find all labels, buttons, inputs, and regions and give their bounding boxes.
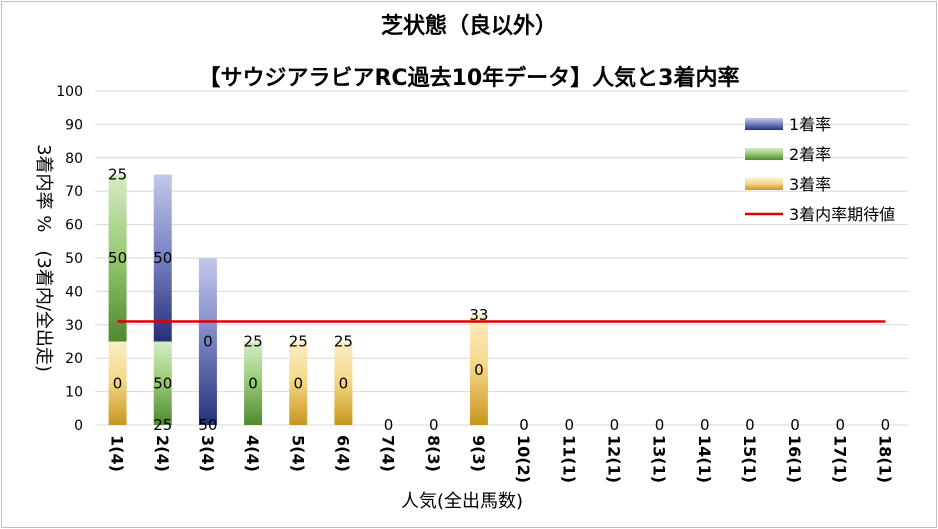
data-label: 0 [203,333,213,351]
x-tick-label: 8(3) [424,435,443,472]
x-tick-label: 14(1) [695,435,714,483]
x-tick-label: 2(4) [153,435,172,472]
data-label: 0 [835,416,845,434]
data-label: 50 [153,249,172,267]
y-tick-label: 90 [65,117,83,133]
bar-2着率-4(4) [244,341,263,425]
legend-label: 3着率 [789,175,831,194]
y-tick-label: 50 [65,251,83,267]
y-tick-label: 80 [65,151,83,167]
chart-title: 芝状態（良以外） [380,14,557,39]
data-label: 0 [700,416,710,434]
x-tick-label: 11(1) [559,435,578,483]
data-label: 25 [244,333,263,351]
data-label: 0 [339,374,349,392]
x-tick-label: 17(1) [830,435,849,483]
x-tick-label: 15(1) [740,435,759,483]
data-label: 0 [429,416,439,434]
y-tick-label: 70 [65,184,83,200]
data-label: 50 [153,374,172,392]
x-tick-label: 13(1) [650,435,669,483]
data-label: 0 [519,416,529,434]
bar-3着率-5(4) [289,341,308,425]
x-tick-label: 4(4) [243,435,262,472]
legend-label: 2着率 [789,145,831,164]
legend-swatch [745,118,783,130]
y-tick-label: 100 [56,84,83,100]
bar-3着率-1(4) [108,341,127,425]
data-label: 50 [198,416,217,434]
x-tick-label: 6(4) [333,435,352,472]
bar-2着率-2(4) [153,341,172,425]
data-label: 0 [293,374,303,392]
data-label: 0 [790,416,800,434]
data-label: 0 [384,416,394,434]
x-tick-label: 9(3) [469,435,488,472]
data-label: 50 [108,249,127,267]
x-tick-label: 16(1) [785,435,804,483]
data-label: 0 [610,416,620,434]
bar-2着率-1(4) [108,174,127,342]
data-label: 25 [334,333,353,351]
bar-3着率-6(4) [334,341,353,425]
x-tick-label: 18(1) [875,435,894,483]
data-label: 25 [108,166,127,184]
y-tick-label: 60 [65,218,83,234]
y-axis-label: 3着内率 % (3着内/全出走) [33,144,54,372]
bar-1着率-2(4) [153,174,172,342]
y-tick-label: 40 [65,284,83,300]
y-tick-label: 0 [74,418,83,434]
chart-subtitle: 【サウジアラビアRC過去10年データ】人気と3着内率 [198,66,740,91]
bar-1着率-3(4) [198,258,217,425]
legend-swatch [745,178,783,190]
legend-swatch [745,148,783,160]
x-axis-label: 人気(全出馬数) [401,491,523,512]
x-tick-label: 12(1) [604,435,623,483]
data-label: 0 [745,416,755,434]
x-tick-label: 5(4) [288,435,307,472]
data-label: 0 [474,361,484,379]
x-tick-label: 3(4) [198,435,217,472]
data-label: 0 [564,416,574,434]
bar-3着率-9(3) [469,314,488,425]
data-label: 33 [469,306,488,324]
legend-label: 1着率 [789,115,831,134]
data-label: 25 [289,333,308,351]
legend-label: 3着内率期待値 [789,205,895,224]
y-tick-label: 30 [65,318,83,334]
y-tick-label: 20 [65,351,83,367]
data-label: 0 [655,416,665,434]
x-tick-label: 10(2) [514,435,533,483]
data-label: 0 [248,374,258,392]
data-label: 25 [153,416,172,434]
data-label: 0 [881,416,891,434]
x-tick-label: 7(4) [379,435,398,472]
y-tick-label: 10 [65,385,83,401]
legend: 1着率 2着率 3着率 3着内率期待値 [745,115,895,224]
data-label: 0 [113,374,123,392]
x-tick-label: 1(4) [108,435,127,472]
